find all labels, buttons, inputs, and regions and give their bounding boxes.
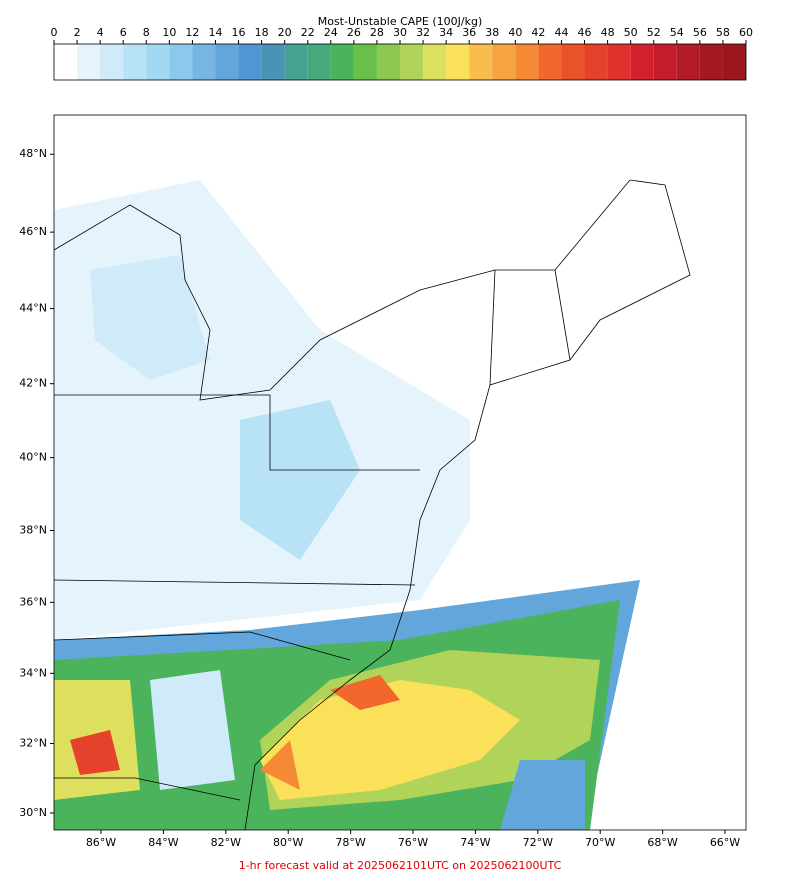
lon-label: 84°W (148, 836, 178, 849)
colorbar-tick-label: 2 (74, 26, 81, 39)
colorbar-swatch (722, 44, 746, 80)
lon-label: 74°W (460, 836, 490, 849)
lon-label: 86°W (86, 836, 116, 849)
colorbar-swatch (100, 44, 124, 80)
colorbar-swatch (561, 44, 585, 80)
colorbar-tick-label: 6 (120, 26, 127, 39)
colorbar-tick-label: 36 (462, 26, 476, 39)
colorbar-swatch (307, 44, 331, 80)
colorbar-swatch (423, 44, 447, 80)
lon-label: 82°W (211, 836, 241, 849)
lat-label: 40°N (19, 451, 47, 464)
lat-label: 34°N (19, 666, 47, 679)
colorbar-swatch (515, 44, 539, 80)
cape-field (54, 180, 640, 830)
colorbar-swatch (238, 44, 262, 80)
colorbar-tick-label: 48 (601, 26, 615, 39)
colorbar-swatch (676, 44, 700, 80)
colorbar-tick-label: 52 (647, 26, 661, 39)
field-high (260, 740, 300, 790)
lat-label: 48°N (19, 147, 47, 160)
colorbar-tick-label: 58 (716, 26, 730, 39)
lat-label: 46°N (19, 225, 47, 238)
field-high (330, 675, 400, 710)
lon-label: 68°W (647, 836, 677, 849)
state-borders (53, 269, 571, 801)
colorbar-tick-label: 22 (301, 26, 315, 39)
colorbar-tick-label: 26 (347, 26, 361, 39)
colorbar-tick-label: 16 (232, 26, 246, 39)
colorbar-swatch (330, 44, 354, 80)
field-high (70, 730, 120, 775)
footer: 1-hr forecast valid at 2025062101UTC on … (239, 859, 562, 872)
colorbar-tick-label: 34 (439, 26, 453, 39)
colorbar-tick-label: 0 (51, 26, 58, 39)
lat-label: 36°N (19, 595, 47, 608)
lon-label: 76°W (398, 836, 428, 849)
lat-label: 38°N (19, 523, 47, 536)
field-mid (500, 760, 585, 830)
colorbar-swatch (284, 44, 308, 80)
colorbar-tick-label: 8 (143, 26, 150, 39)
lat-label: 32°N (19, 737, 47, 750)
coastline (53, 179, 691, 831)
lon-label: 66°W (710, 836, 740, 849)
colorbar-swatch (353, 44, 377, 80)
colorbar-swatch (699, 44, 723, 80)
colorbar-tick-label: 56 (693, 26, 707, 39)
lat-label: 42°N (19, 377, 47, 390)
colorbar-tick-label: 18 (255, 26, 269, 39)
colorbar-tick-label: 32 (416, 26, 430, 39)
colorbar-swatch (469, 44, 493, 80)
colorbar-tick-label: 60 (739, 26, 753, 39)
field-high (260, 680, 520, 800)
colorbar-tick-label: 14 (208, 26, 222, 39)
colorbar-tick-label: 4 (97, 26, 104, 39)
colorbar-tick-label: 44 (554, 26, 568, 39)
lat-label: 30°N (19, 806, 47, 819)
colorbar-tick-label: 24 (324, 26, 338, 39)
colorbar-swatch (77, 44, 101, 80)
colorbar-swatch (400, 44, 424, 80)
colorbar-swatch (446, 44, 470, 80)
colorbar-tick-label: 54 (670, 26, 684, 39)
colorbar-swatch (215, 44, 239, 80)
colorbar-swatch (538, 44, 562, 80)
colorbar-swatch (54, 44, 78, 80)
colorbar-swatch (607, 44, 631, 80)
colorbar-tick-label: 50 (624, 26, 638, 39)
field-low (150, 670, 235, 790)
colorbar-swatch (584, 44, 608, 80)
colorbar-swatch (492, 44, 516, 80)
colorbar-tick-label: 20 (278, 26, 292, 39)
colorbar-swatch (169, 44, 193, 80)
lon-label: 72°W (523, 836, 553, 849)
colorbar-tick-label: 42 (531, 26, 545, 39)
coastlines (53, 179, 691, 831)
colorbar-swatch (653, 44, 677, 80)
colorbar-tick-label: 38 (485, 26, 499, 39)
colorbar-tick-label: 28 (370, 26, 384, 39)
colorbar-tick-label: 10 (162, 26, 176, 39)
lon-label: 70°W (585, 836, 615, 849)
field-low (90, 255, 210, 380)
colorbar-swatch (146, 44, 170, 80)
colorbar-swatch (376, 44, 400, 80)
colorbar-title: Most-Unstable CAPE (100J/kg) (318, 15, 483, 28)
lat-label: 44°N (19, 302, 47, 315)
lon-label: 80°W (273, 836, 303, 849)
colorbar-swatch (261, 44, 285, 80)
colorbar-swatch (192, 44, 216, 80)
colorbar-tick-label: 46 (578, 26, 592, 39)
lon-label: 78°W (335, 836, 365, 849)
colorbar-tick-label: 12 (185, 26, 199, 39)
colorbar-swatch (123, 44, 147, 80)
map-frame (53, 114, 747, 831)
field-low (54, 180, 470, 640)
colorbar-tick-label: 30 (393, 26, 407, 39)
colorbar-tick-label: 40 (508, 26, 522, 39)
colorbar-swatch (630, 44, 654, 80)
